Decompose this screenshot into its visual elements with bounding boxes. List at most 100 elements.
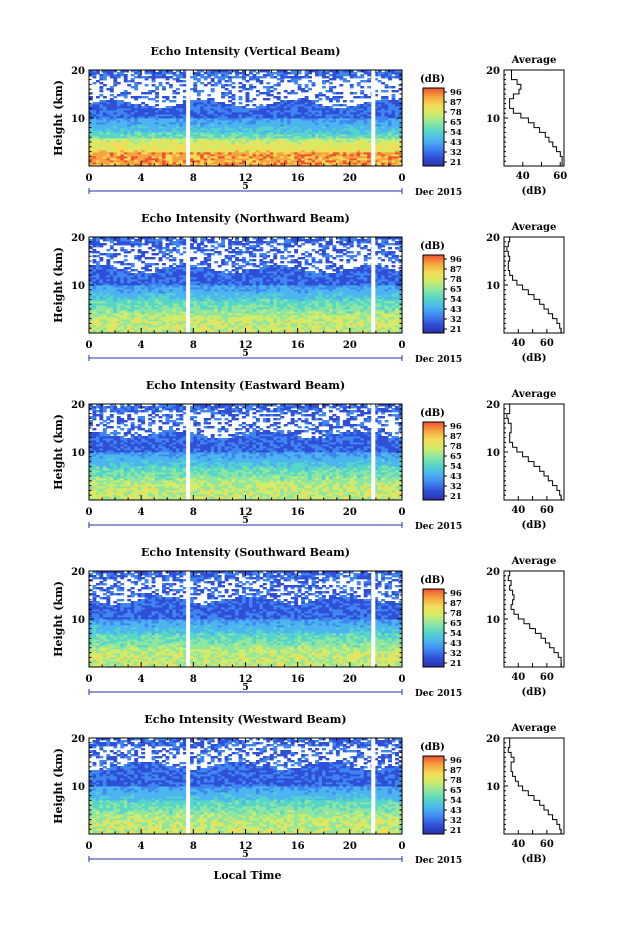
heatmap-cell xyxy=(367,96,371,98)
heatmap-cell xyxy=(305,90,309,92)
heatmap-cell xyxy=(239,82,243,84)
heatmap-cell xyxy=(214,82,218,84)
heatmap-cell xyxy=(110,265,114,267)
heatmap-cell xyxy=(385,84,389,86)
colorbar-tick-label: 96 xyxy=(450,88,462,98)
heatmap-cell xyxy=(325,106,329,108)
heatmap-cell xyxy=(172,241,176,243)
heatmap-cell xyxy=(232,102,236,104)
heatmap-cell xyxy=(319,104,323,106)
heatmap-cell xyxy=(166,267,170,269)
heatmap-cell xyxy=(148,90,152,92)
heatmap-cell xyxy=(127,80,131,82)
heatmap-cell xyxy=(214,102,218,104)
heatmap-cell xyxy=(343,78,347,80)
heatmap-cell xyxy=(200,90,204,92)
heatmap-cell xyxy=(339,108,343,110)
heatmap-cell xyxy=(89,104,93,106)
heatmap-cell xyxy=(148,269,152,271)
heatmap-cell xyxy=(357,76,361,78)
heatmap-cell xyxy=(211,88,215,90)
heatmap-cell xyxy=(225,88,229,90)
heatmap-cell xyxy=(200,267,204,269)
heatmap-cell xyxy=(117,100,121,102)
heatmap-cell xyxy=(329,78,333,80)
heatmap-cell xyxy=(166,253,170,255)
heatmap-cell xyxy=(131,263,135,265)
heatmap-cell xyxy=(280,100,284,102)
heatmap-cell xyxy=(308,88,312,90)
heatmap-cell xyxy=(305,84,309,86)
heatmap-cell xyxy=(103,243,107,245)
heatmap-cell xyxy=(284,96,288,98)
heatmap-cell xyxy=(249,76,253,78)
heatmap-cell xyxy=(332,96,336,98)
heatmap xyxy=(89,70,402,166)
heatmap-cell xyxy=(242,106,246,108)
heatmap-cell xyxy=(141,92,145,94)
heatmap-cell xyxy=(322,80,326,82)
heatmap-cell xyxy=(89,239,93,241)
colorbar xyxy=(423,88,444,166)
heatmap-cell xyxy=(266,86,270,88)
heatmap-cell xyxy=(193,265,197,267)
heatmap-cell xyxy=(172,90,176,92)
heatmap-cell xyxy=(218,102,222,104)
panel-title: Echo Intensity (Northward Beam) xyxy=(141,212,350,225)
heatmap-cell xyxy=(273,84,277,86)
heatmap-cell xyxy=(124,263,128,265)
heatmap-cell xyxy=(315,100,319,102)
heatmap-cell xyxy=(117,82,121,84)
heatmap-cell xyxy=(385,96,389,98)
heatmap-cell xyxy=(127,251,131,253)
heatmap-cell xyxy=(134,269,138,271)
heatmap-cell xyxy=(360,90,364,92)
heatmap-cell xyxy=(360,80,364,82)
heatmap-cell xyxy=(141,267,145,269)
heatmap-cell xyxy=(346,106,350,108)
heatmap-cell xyxy=(131,269,135,271)
heatmap-cell xyxy=(392,94,396,96)
heatmap-cell xyxy=(259,76,263,78)
heatmap-cell xyxy=(145,273,149,275)
heatmap-cell xyxy=(221,92,225,94)
heatmap-cell xyxy=(266,104,270,106)
heatmap-cell xyxy=(360,96,364,98)
y-axis-label: Height (km) xyxy=(52,80,65,156)
heatmap-cell xyxy=(228,90,232,92)
heatmap-cell xyxy=(256,76,260,78)
heatmap-cell xyxy=(395,90,399,92)
heatmap-cell xyxy=(197,98,201,100)
heatmap-cell xyxy=(197,243,201,245)
heatmap-cell xyxy=(152,253,156,255)
heatmap-cell xyxy=(131,96,135,98)
heatmap-cell xyxy=(197,78,201,80)
colorbar-tick-label: 65 xyxy=(450,118,462,128)
heatmap-cell xyxy=(336,104,340,106)
heatmap-cell xyxy=(176,92,180,94)
heatmap-cell xyxy=(172,78,176,80)
heatmap-cell xyxy=(252,98,256,100)
heatmap-cell xyxy=(312,100,316,102)
heatmap-cell xyxy=(200,261,204,263)
heatmap-cell xyxy=(89,96,93,98)
heatmap-cell xyxy=(239,76,243,78)
heatmap-cell xyxy=(325,80,329,82)
heatmap-cell xyxy=(99,243,103,245)
heatmap-cell xyxy=(193,72,197,74)
heatmap-cell xyxy=(228,84,232,86)
y-tick-label: 10 xyxy=(71,114,85,125)
heatmap-cell xyxy=(315,104,319,106)
heatmap-cell xyxy=(207,98,211,100)
heatmap-cell xyxy=(225,80,229,82)
heatmap-cell xyxy=(308,100,312,102)
date-mark: 5 xyxy=(242,182,248,192)
heatmap-cell xyxy=(273,72,277,74)
heatmap-cell xyxy=(312,82,316,84)
heatmap-cell xyxy=(259,92,263,94)
y-tick-label: 20 xyxy=(71,66,85,77)
profile-x-tick-label: 40 xyxy=(516,171,530,182)
heatmap-cell xyxy=(155,253,159,255)
heatmap-cell xyxy=(99,94,103,96)
